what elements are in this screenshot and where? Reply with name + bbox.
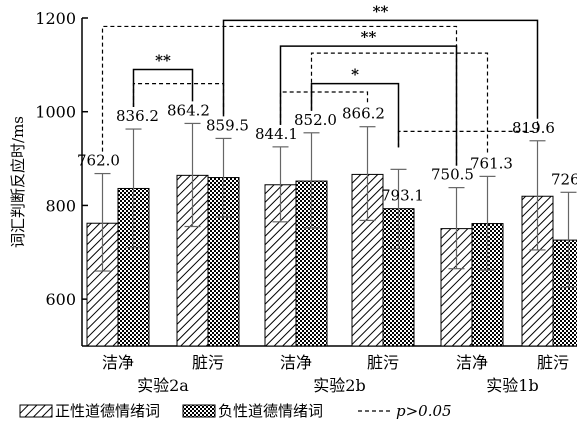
- data-label: 864.2: [167, 101, 210, 119]
- group-label: 实验1b: [486, 376, 538, 395]
- significance-bracket: [310, 52, 489, 155]
- group-label: 实验2a: [137, 376, 189, 395]
- data-label: 819.6: [512, 119, 555, 137]
- data-label: 866.2: [342, 105, 385, 123]
- legend-swatch: [182, 404, 216, 418]
- x-tick-label: 洁净: [456, 353, 488, 372]
- data-label: 761.3: [470, 154, 513, 172]
- data-label: 836.2: [116, 107, 159, 125]
- significance-bracket: [397, 118, 539, 148]
- significance-label: **: [373, 2, 389, 20]
- legend-label: 负性道德情绪词: [218, 402, 323, 420]
- y-tick-label: 600: [45, 290, 76, 309]
- significance-bracket: [279, 45, 458, 166]
- plot-area: 600 800 1000 1200 词汇判断反应时/ms 762.0 836.2 洁净 864.…: [9, 2, 577, 395]
- y-tick-label: 1000: [35, 103, 76, 122]
- legend: 正性道德情绪词 负性道德情绪词 p>0.05: [19, 402, 452, 420]
- data-label: 852.0: [294, 111, 337, 129]
- data-label: 844.1: [255, 125, 298, 143]
- x-tick-label: 脏污: [537, 353, 569, 372]
- data-label: 859.5: [206, 116, 249, 134]
- significance-label: **: [155, 52, 171, 70]
- significance-bracket: [310, 82, 400, 148]
- x-tick-label: 洁净: [102, 353, 134, 372]
- significance-bracket: [132, 68, 194, 108]
- data-label: 726.0: [551, 170, 577, 188]
- x-tick-label: 脏污: [192, 353, 224, 372]
- y-tick-label: 1200: [35, 9, 76, 28]
- group-label: 实验2b: [313, 376, 365, 395]
- legend-swatch: [19, 404, 53, 418]
- data-label: 793.1: [381, 187, 424, 205]
- significance-bracket: [222, 19, 539, 119]
- legend-label: 正性道德情绪词: [55, 402, 160, 420]
- x-tick-label: 脏污: [367, 353, 399, 372]
- y-tick-label: 800: [45, 196, 76, 215]
- bar: [552, 239, 577, 347]
- x-tick-label: 洁净: [280, 353, 312, 372]
- significance-bracket: [279, 91, 369, 125]
- y-axis-label: 词汇判断反应时/ms: [9, 116, 27, 248]
- data-label: 750.5: [431, 166, 474, 184]
- significance-bracket: [101, 25, 458, 166]
- data-label: 762.0: [77, 152, 120, 170]
- significance-label: *: [351, 66, 359, 84]
- significance-label: **: [361, 28, 377, 46]
- legend-label: p>0.05: [396, 402, 452, 420]
